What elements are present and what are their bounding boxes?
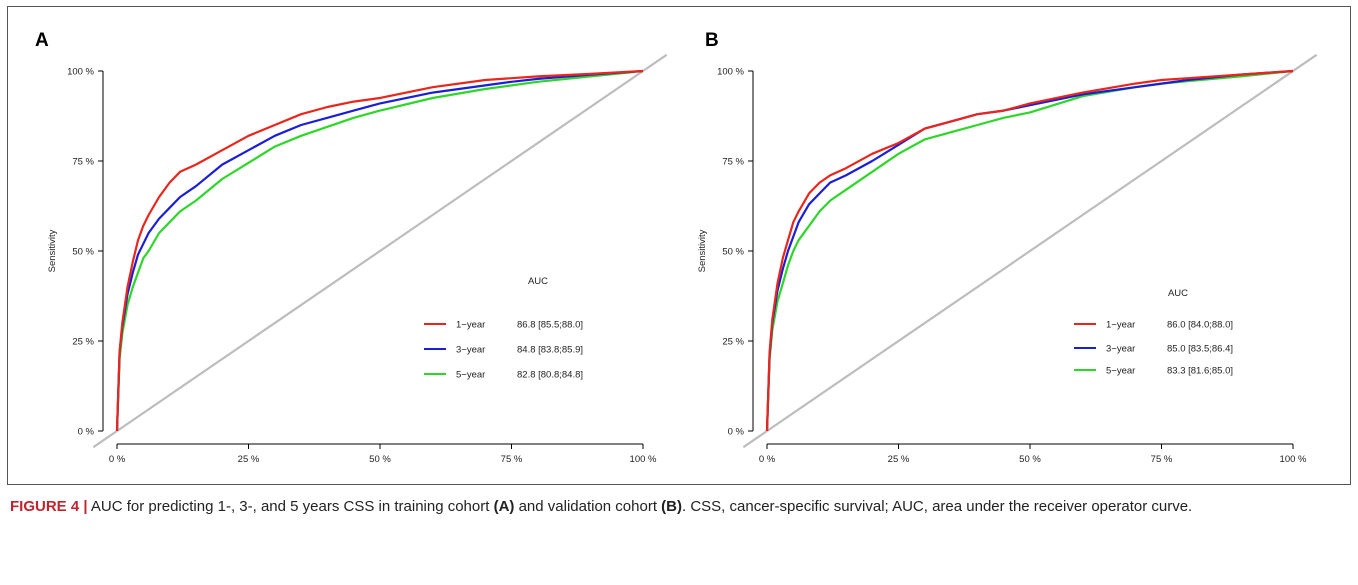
panel-a-x-tick-label: 50 %: [369, 454, 391, 465]
panel-a-legend-auc: 82.8 [80.8;84.8]: [517, 370, 583, 381]
panel-b-y-tick-label: 0 %: [728, 427, 745, 438]
figure-caption: FIGURE 4 | AUC for predicting 1-, 3-, an…: [10, 496, 1348, 518]
caption-text-2: and validation cohort: [514, 498, 662, 515]
panel-b-legend-auc: 86.0 [84.0;88.0]: [1167, 320, 1233, 331]
panel-b-legend-label: 3−year: [1106, 344, 1135, 355]
panel-b-y-axis-title: Sensitivity: [697, 229, 708, 272]
panel-a-legend-label: 5−year: [456, 370, 485, 381]
panel-a-legend-label: 1−year: [456, 320, 485, 331]
panel-a-x-tick-label: 0 %: [109, 454, 126, 465]
caption-ref-a: (A): [493, 498, 515, 515]
panel-b-legend: AUC 1−year 86.0 [84.0;88.0] 3−year 85.0 [83.…: [1074, 288, 1233, 377]
panel-a-y-tick-label: 50 %: [72, 247, 94, 258]
panel-a-label: A: [35, 30, 49, 51]
panel-b-label: B: [705, 30, 719, 51]
panel-a-legend-title: AUC: [528, 276, 548, 287]
panel-a-reference-diagonal: [92, 53, 668, 449]
panel-b-legend-auc: 85.0 [83.5;86.4]: [1167, 344, 1233, 355]
panel-b-series-line-2: [765, 69, 1294, 432]
panel-a-y-axis-title: Sensitivity: [47, 229, 58, 272]
figure-frame: [7, 6, 1351, 485]
panel-a-series-line-3: [115, 69, 644, 432]
caption-text-3: . CSS, cancer-specific survival; AUC, ar…: [682, 498, 1193, 515]
panel-a-y-tick-label: 0 %: [78, 427, 95, 438]
roc-chart-a: A 0 % 25 % 50 % 75 % 100 % 0 % 25 % 50 % 75 % 100 …: [35, 30, 668, 466]
panel-b-x-tick-label: 50 %: [1019, 454, 1041, 465]
panel-b-x-tick-label: 75 %: [1151, 454, 1173, 465]
panel-b-legend-auc: 83.3 [81.6;85.0]: [1167, 366, 1233, 377]
panel-b-y-tick-label: 75 %: [722, 157, 744, 168]
caption-text-1: AUC for predicting 1-, 3-, and 5 years C…: [87, 498, 494, 515]
panel-a-series-line-2: [115, 69, 644, 432]
panel-b-axes: 0 % 25 % 50 % 75 % 100 % 0 % 25 % 50 % 75 % 100 %…: [697, 67, 1307, 466]
caption-figure-label: FIGURE 4 |: [10, 498, 88, 515]
panel-b-reference-diagonal: [742, 53, 1318, 449]
panel-a-x-tick-label: 25 %: [238, 454, 260, 465]
panel-b-x-tick-label: 100 %: [1280, 454, 1307, 465]
panel-a-legend: AUC 1−year 86.8 [85.5;88.0] 3−year 84.8 [83.…: [424, 276, 583, 381]
panel-b-y-tick-label: 50 %: [722, 247, 744, 258]
panel-a-x-tick-label: 100 %: [630, 454, 657, 465]
panel-a-legend-label: 3−year: [456, 345, 485, 356]
panel-b-x-tick-label: 0 %: [759, 454, 776, 465]
panel-b-y-tick-label: 25 %: [722, 337, 744, 348]
panel-a-y-tick-label: 25 %: [72, 337, 94, 348]
panel-b-legend-title: AUC: [1168, 288, 1188, 299]
panel-a-y-tick-label: 100 %: [67, 67, 94, 78]
panel-b-y-tick-label: 100 %: [717, 67, 744, 78]
panel-b-legend-label: 1−year: [1106, 320, 1135, 331]
panel-a-x-tick-label: 75 %: [501, 454, 523, 465]
panel-b-x-tick-label: 25 %: [888, 454, 910, 465]
panel-a-legend-auc: 84.8 [83.8;85.9]: [517, 345, 583, 356]
roc-chart-b: B 0 % 25 % 50 % 75 % 100 % 0 % 25 % 50 % 75 % 100 …: [697, 30, 1318, 466]
panel-a-legend-auc: 86.8 [85.5;88.0]: [517, 320, 583, 331]
panel-b-legend-label: 5−year: [1106, 366, 1135, 377]
panel-b-series-line-1: [765, 69, 1294, 432]
caption-ref-b: (B): [661, 498, 682, 515]
panel-a-axes: 0 % 25 % 50 % 75 % 100 % 0 % 25 % 50 % 75 % 100 %…: [47, 67, 657, 466]
panel-a-series-line-1: [115, 69, 644, 432]
panel-a-y-tick-label: 75 %: [72, 157, 94, 168]
